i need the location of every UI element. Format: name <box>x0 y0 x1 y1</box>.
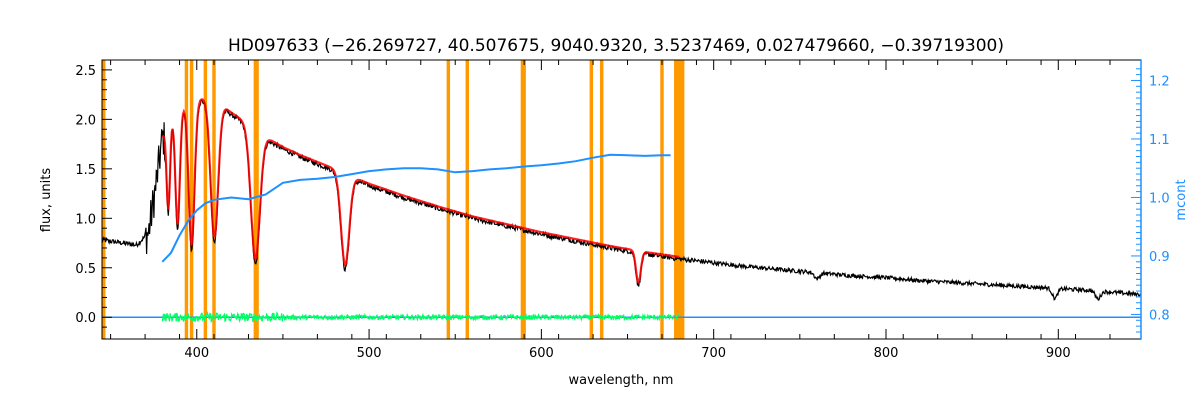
mask-band-5 <box>253 60 259 339</box>
y2-tick-label-0: 0.8 <box>1149 308 1170 323</box>
series-residual <box>161 310 680 323</box>
series-model <box>161 98 680 284</box>
x-tick-label-0: 400 <box>184 346 209 361</box>
mask-band-7 <box>465 60 470 339</box>
series-observed <box>102 99 1141 301</box>
y2-axis-label: mcont <box>1174 179 1189 220</box>
mask-band-3 <box>203 60 208 339</box>
mask-bands <box>102 60 685 339</box>
series-group <box>102 98 1141 323</box>
x-tick-label-4: 800 <box>874 346 899 361</box>
mask-band-2 <box>189 60 194 339</box>
mask-band-10 <box>599 60 604 339</box>
y-tick-label-1: 0.5 <box>75 262 96 277</box>
mask-band-12 <box>674 60 685 339</box>
series-mcont <box>161 153 671 263</box>
mask-band-0 <box>102 60 106 339</box>
mask-band-11 <box>660 60 664 339</box>
chart-title: HD097633 (−26.269727, 40.507675, 9040.93… <box>228 36 1004 56</box>
y-tick-label-5: 2.5 <box>75 64 96 79</box>
mask-band-8 <box>520 60 526 339</box>
y-tick-label-4: 2.0 <box>75 113 96 128</box>
y2-tick-label-2: 1.0 <box>1149 191 1170 206</box>
y-tick-label-0: 0.0 <box>75 311 96 326</box>
mask-band-6 <box>446 60 451 339</box>
x-tick-label-2: 600 <box>529 346 554 361</box>
x-tick-label-1: 500 <box>357 346 382 361</box>
mask-band-9 <box>589 60 594 339</box>
y2-tick-label-4: 1.2 <box>1149 74 1170 89</box>
y-tick-label-3: 1.5 <box>75 163 96 178</box>
mask-band-1 <box>184 60 189 339</box>
x-axis-label: wavelength, nm <box>569 373 674 388</box>
x-tick-label-3: 700 <box>701 346 726 361</box>
y-axis-label: flux, units <box>39 168 54 233</box>
y-tick-label-2: 1.0 <box>75 212 96 227</box>
y2-tick-label-3: 1.1 <box>1149 133 1170 148</box>
axes: 400 500 600 700 800 900 0.0 0.5 1.0 1.5 2.0 2.5 0.8 0… <box>75 60 1170 361</box>
y2-tick-label-1: 0.9 <box>1149 250 1170 265</box>
x-tick-label-5: 900 <box>1046 346 1071 361</box>
